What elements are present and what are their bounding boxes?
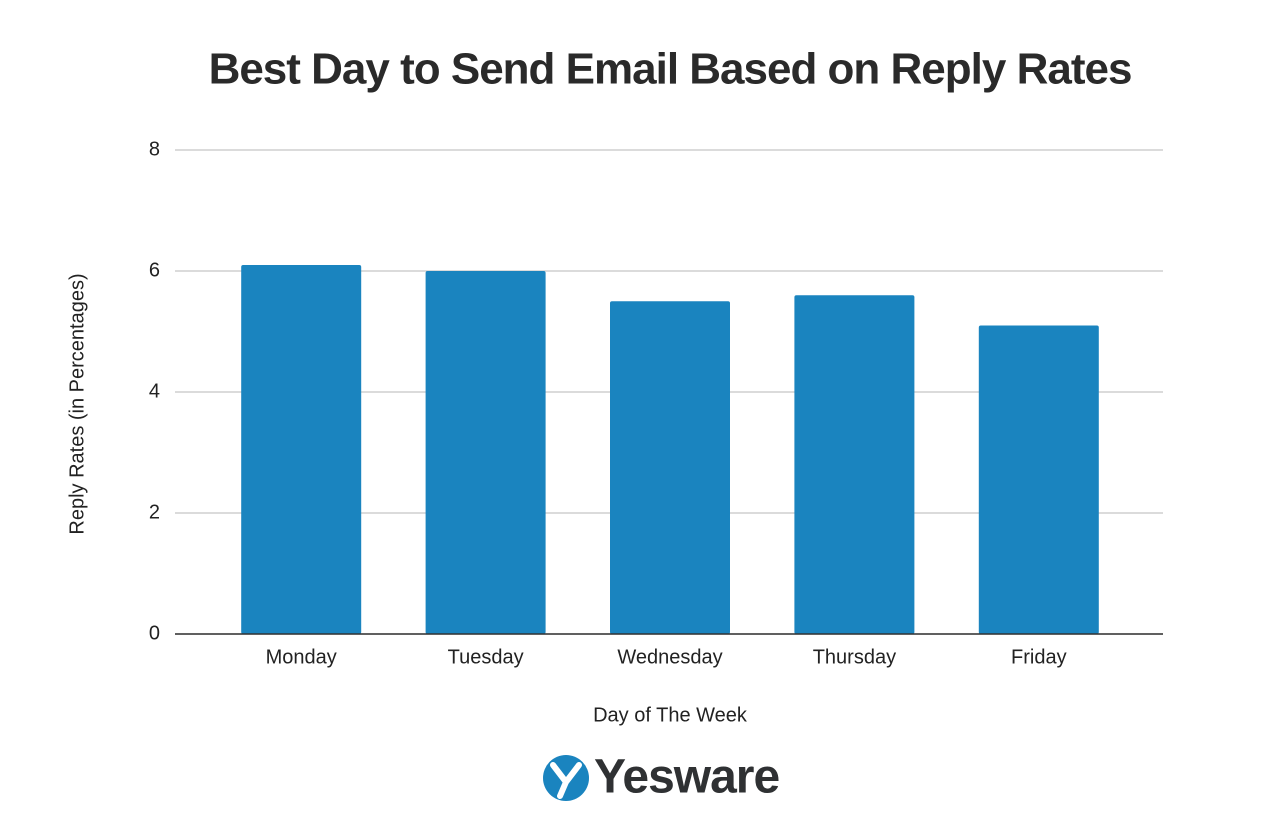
y-tick-label: 8 — [149, 138, 160, 160]
y-tick-label: 6 — [149, 259, 160, 281]
y-axis-title: Reply Rates (in Percentages) — [66, 273, 88, 534]
y-tick-label: 4 — [149, 380, 160, 402]
bar — [610, 301, 730, 634]
y-tick-label: 0 — [149, 622, 160, 644]
bar — [978, 325, 1099, 634]
x-tick-label: Friday — [1011, 646, 1067, 668]
x-tick-label: Tuesday — [448, 646, 524, 668]
chart-title: Best Day to Send Email Based on Reply Ra… — [209, 45, 1132, 94]
x-axis-title: Day of The Week — [593, 704, 748, 726]
x-tick-label: Wednesday — [617, 646, 722, 668]
bar — [425, 271, 546, 634]
x-tick-label: Monday — [266, 646, 337, 668]
bar — [241, 264, 362, 634]
y-tick-label: 2 — [149, 501, 160, 523]
logo-text: Yesware — [594, 751, 779, 804]
logo-icon-mark — [550, 762, 582, 799]
x-tick-label: Thursday — [813, 646, 896, 668]
bar — [794, 295, 915, 634]
logo: Yesware — [543, 751, 780, 804]
